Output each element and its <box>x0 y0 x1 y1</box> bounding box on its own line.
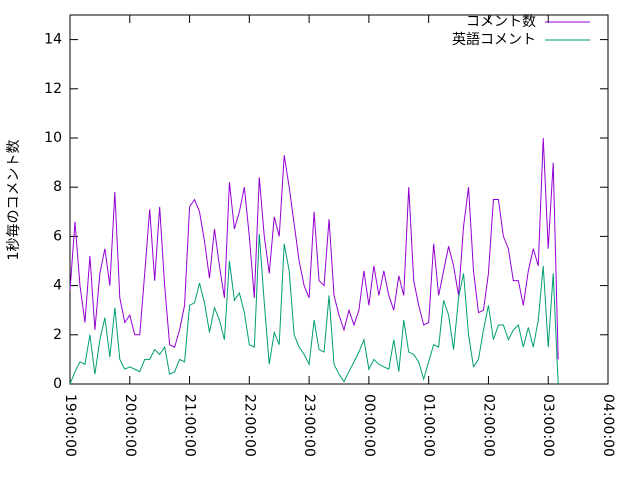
series-line <box>69 233 559 385</box>
y-tick-label: 12 <box>44 81 62 97</box>
series-line <box>69 137 559 360</box>
x-tick-label: 02:00:00 <box>480 394 496 457</box>
y-tick-label: 6 <box>53 228 62 244</box>
x-tick-label: 21:00:00 <box>182 394 198 457</box>
plot-frame <box>69 14 609 385</box>
legend-label: コメント数 <box>466 14 536 30</box>
x-tick-label: 03:00:00 <box>540 394 556 457</box>
x-tick-label: 19:00:00 <box>62 394 78 457</box>
y-tick-label: 4 <box>53 278 62 294</box>
y-axis-label: 1秒毎のコメント数 <box>6 140 22 261</box>
x-tick-label: 04:00:00 <box>600 394 616 457</box>
x-tick-label: 00:00:00 <box>361 394 377 457</box>
x-tick-label: 22:00:00 <box>241 394 257 457</box>
x-tick-label: 20:00:00 <box>122 394 138 457</box>
legend-label: 英語コメント <box>452 31 536 48</box>
x-tick-label: 01:00:00 <box>421 394 437 457</box>
y-tick-label: 10 <box>44 130 62 146</box>
y-tick-label: 14 <box>44 32 62 48</box>
y-tick-label: 2 <box>53 327 62 343</box>
x-tick-label: 23:00:00 <box>301 394 317 457</box>
y-tick-label: 0 <box>53 376 62 392</box>
y-tick-label: 8 <box>53 179 62 195</box>
